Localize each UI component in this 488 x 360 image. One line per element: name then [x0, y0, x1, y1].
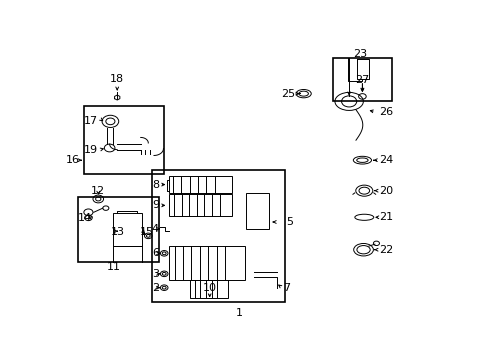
Bar — [332, 58, 391, 102]
Text: 5: 5 — [286, 217, 293, 227]
Text: 9: 9 — [151, 199, 159, 210]
Text: 16: 16 — [65, 155, 80, 165]
Text: 25: 25 — [281, 89, 295, 99]
Text: 14: 14 — [78, 213, 91, 224]
Text: 19: 19 — [83, 145, 98, 155]
Text: 11: 11 — [106, 262, 120, 272]
Bar — [245, 193, 268, 229]
Bar — [84, 105, 164, 174]
Text: 20: 20 — [378, 186, 392, 196]
Text: 7: 7 — [282, 283, 289, 293]
Text: 15: 15 — [139, 227, 153, 237]
Bar — [189, 280, 227, 298]
Bar — [169, 176, 231, 193]
Text: 27: 27 — [355, 75, 369, 85]
Text: 6: 6 — [152, 248, 159, 258]
Bar — [169, 246, 244, 280]
Text: 2: 2 — [151, 283, 159, 293]
Bar — [169, 194, 231, 216]
Text: 4: 4 — [151, 224, 159, 234]
Text: 23: 23 — [353, 49, 367, 59]
Text: 18: 18 — [110, 74, 124, 84]
Bar — [78, 197, 159, 262]
Bar — [152, 170, 285, 302]
Text: 8: 8 — [151, 180, 159, 190]
Text: 17: 17 — [83, 116, 98, 126]
Text: 10: 10 — [202, 283, 216, 293]
Text: 26: 26 — [378, 107, 392, 117]
Text: 21: 21 — [378, 212, 392, 222]
Text: 24: 24 — [378, 155, 392, 165]
Bar — [113, 213, 142, 246]
Text: 13: 13 — [111, 227, 125, 237]
Text: 22: 22 — [378, 245, 392, 255]
Text: 1: 1 — [235, 308, 242, 318]
Text: 3: 3 — [152, 269, 159, 279]
Text: 12: 12 — [91, 186, 105, 196]
